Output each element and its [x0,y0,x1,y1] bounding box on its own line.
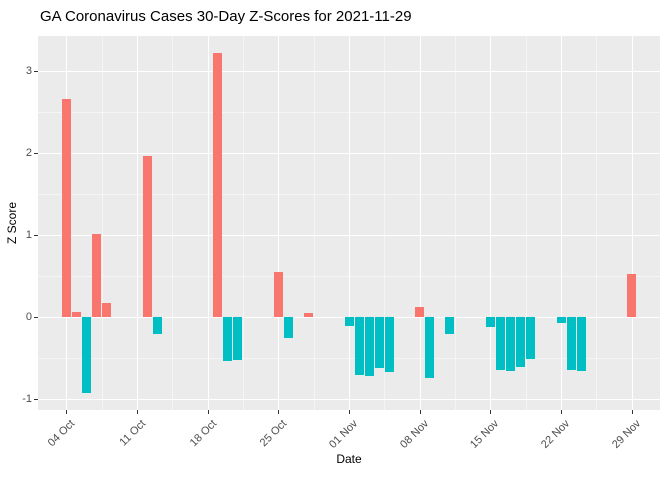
bar-2021-10-25 [273,271,283,318]
gridline-major-vertical [490,36,492,410]
y-axis-title: Z Score [5,202,19,245]
gridline-minor-vertical [242,36,244,410]
bar-2021-10-20 [223,317,233,361]
gridline-minor-vertical [101,36,103,410]
x-tick-label: 22 Nov [539,417,573,451]
x-tick-label: 29 Nov [609,417,643,451]
gridline-minor-vertical [313,36,315,410]
bar-2021-10-19 [213,53,223,318]
bar-2021-11-02 [354,317,364,375]
bar-2021-11-19 [526,317,536,360]
y-tick-label: 0 [25,311,32,324]
gridline-minor-vertical [384,36,386,410]
bar-2021-10-13 [152,317,162,335]
bar-2021-11-11 [445,317,455,334]
x-tick-label: 25 Oct [258,417,290,450]
bar-2021-10-21 [233,317,243,360]
bar-2021-10-06 [81,317,91,393]
y-tick-label: -1 [22,393,32,406]
x-tick-mark [136,410,138,414]
gridline-major-vertical [278,36,280,410]
gridline-minor-vertical [596,36,598,410]
bar-2021-11-23 [566,317,576,370]
gridline-minor-vertical [172,36,174,410]
bar-2021-11-08 [415,307,425,318]
bar-2021-10-05 [71,312,81,318]
gridline-minor-vertical [525,36,527,410]
x-axis-title: Date [336,452,362,466]
x-tick-label: 18 Oct [187,417,219,450]
bar-2021-10-12 [142,156,152,318]
gridline-major-vertical [561,36,563,410]
gridline-major-vertical [207,36,209,410]
bar-2021-11-03 [364,317,374,377]
y-tick-mark [34,234,38,236]
y-tick-label: 1 [25,228,32,241]
bar-2021-10-26 [283,317,293,338]
bar-2021-11-16 [495,317,505,370]
x-tick-mark [490,410,492,414]
x-tick-label: 11 Oct [117,417,149,449]
chart-title: GA Coronavirus Cases 30-Day Z-Scores for… [40,8,412,25]
bar-2021-10-08 [102,303,112,318]
plot-panel [38,36,660,410]
x-tick-mark [278,410,280,414]
bar-2021-11-17 [506,317,516,372]
x-tick-label: 01 Nov [327,417,361,451]
y-tick-mark [34,399,38,401]
x-tick-label: 15 Nov [468,417,502,451]
y-tick-mark [34,70,38,72]
gridline-major-vertical [631,36,633,410]
bar-2021-11-15 [485,317,495,327]
bar-2021-11-24 [576,317,586,372]
y-tick-mark [34,152,38,154]
bar-2021-11-01 [344,317,354,327]
x-tick-mark [561,410,563,414]
x-tick-mark [631,410,633,414]
y-tick-label: 2 [25,146,32,159]
x-tick-mark [419,410,421,414]
bar-2021-10-07 [92,234,102,318]
bar-2021-11-09 [425,317,435,378]
x-tick-mark [349,410,350,414]
gridline-major-vertical [419,36,421,410]
x-tick-label: 04 Oct [46,417,78,450]
x-tick-label: 08 Nov [397,417,431,451]
gridline-major-vertical [349,36,350,410]
bar-2021-11-04 [374,317,384,369]
x-tick-mark [207,410,209,414]
bar-2021-11-29 [627,274,637,318]
y-tick-mark [34,317,38,319]
bar-2021-10-28 [304,313,314,318]
bar-2021-10-04 [61,99,71,318]
bar-2021-11-05 [384,317,394,373]
gridline-minor-vertical [455,36,457,410]
x-tick-mark [66,410,68,414]
y-tick-label: 3 [25,64,32,77]
bar-2021-11-22 [556,317,566,323]
bar-2021-11-18 [516,317,526,368]
gridline-major-vertical [136,36,138,410]
